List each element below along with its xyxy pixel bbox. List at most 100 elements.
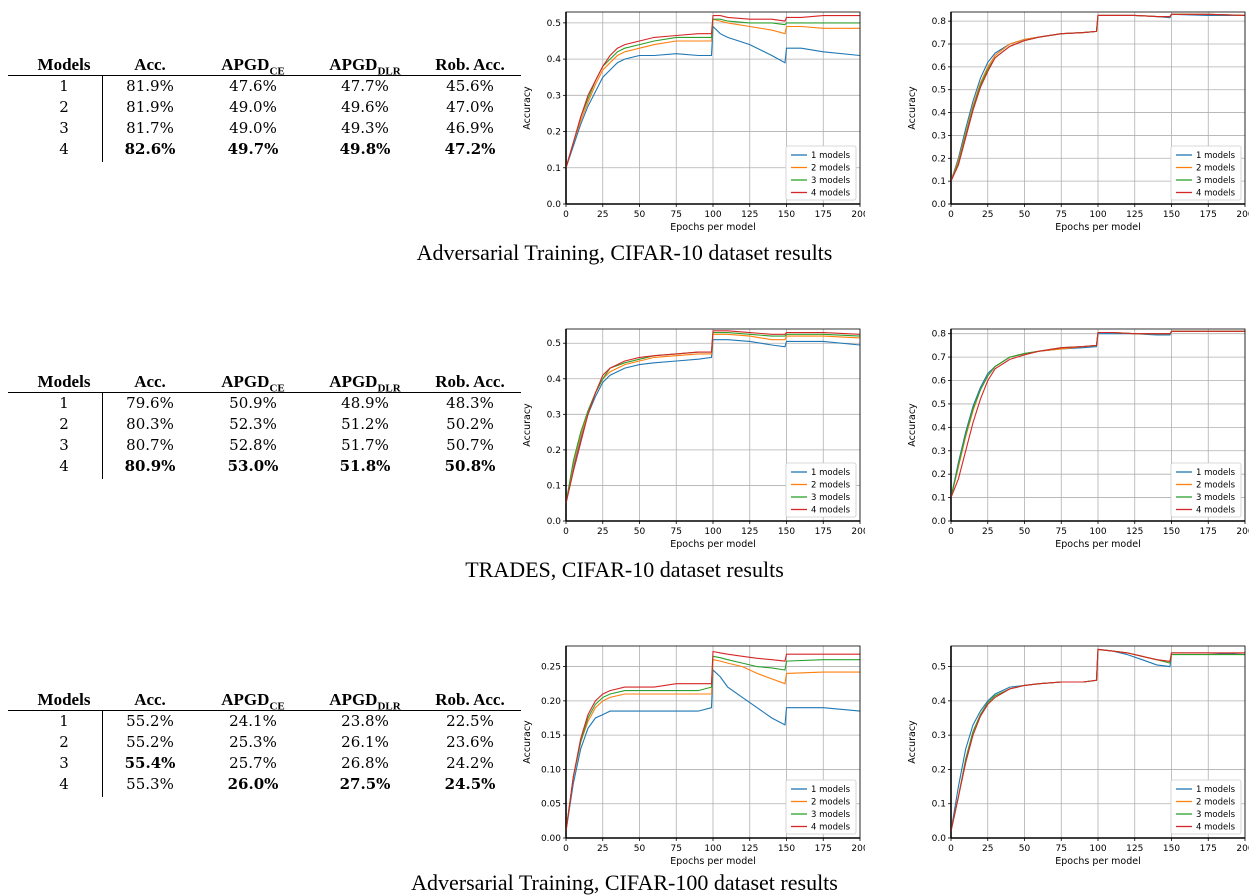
table-cell: 81.9% (126, 77, 174, 95)
table-cell: 55.2% (126, 733, 174, 751)
x-tick-label: 150 (778, 210, 795, 220)
table-header-cell: APGDCE (193, 55, 313, 77)
table-cell: 47.6% (229, 77, 277, 95)
table-header-cell: Models (4, 372, 124, 392)
header-rule (8, 75, 521, 76)
accuracy-chart: 0 25 50 75 100 125 150 175 200 0.0 0.1 0.2 0.3 0.4 0.5… (907, 11, 1249, 233)
table-cell: 2 (59, 98, 69, 116)
y-tick-label: 0.5 (547, 19, 561, 29)
table-cell: 1 (59, 77, 69, 95)
x-tick-label: 200 (851, 844, 865, 854)
y-tick-label: 0.3 (932, 131, 946, 141)
legend-label: 4 models (1196, 506, 1236, 516)
header-text: Acc. (134, 55, 166, 74)
x-tick-label: 125 (1126, 527, 1143, 537)
x-tick-label: 200 (1236, 844, 1249, 854)
table-cell: 49.6% (341, 98, 389, 116)
header-text: APGD (329, 690, 378, 709)
plot-frame (950, 11, 1246, 205)
y-tick-label: 0.8 (932, 17, 947, 27)
legend-label: 4 models (811, 823, 851, 833)
x-tick-label: 150 (1163, 527, 1180, 537)
header-subscript: DLR (377, 700, 401, 713)
x-tick-label: 50 (634, 210, 646, 220)
x-tick-label: 125 (741, 210, 758, 220)
y-tick-label: 0.6 (932, 63, 947, 73)
table-cell: 46.9% (446, 119, 494, 137)
table-cell: 51.7% (341, 436, 389, 454)
table-cell: 81.9% (126, 98, 174, 116)
table-cell: 26.0% (227, 775, 279, 793)
table-cell: 55.4% (124, 754, 176, 772)
legend-label: 2 models (1196, 164, 1236, 174)
series-line-4 (565, 15, 860, 168)
x-tick-label: 25 (597, 844, 608, 854)
y-tick-label: 0.1 (932, 177, 946, 187)
table-cell: 49.0% (229, 119, 277, 137)
table-cell: 24.2% (446, 754, 494, 772)
y-tick-label: 0.3 (547, 91, 561, 101)
y-tick-label: 0.2 (932, 470, 946, 480)
table-cell: 25.3% (229, 733, 277, 751)
y-tick-label: 0.1 (932, 494, 946, 504)
table-cell: 50.9% (229, 394, 277, 412)
y-tick-label: 0.10 (541, 765, 561, 775)
table-cell: 55.2% (126, 712, 174, 730)
table-header-cell: Rob. Acc. (410, 690, 530, 710)
x-tick-label: 25 (597, 527, 608, 537)
x-tick-label: 175 (1200, 210, 1217, 220)
x-tick-label: 175 (815, 844, 832, 854)
header-text: Rob. Acc. (435, 690, 505, 709)
x-tick-label: 200 (1236, 527, 1249, 537)
x-tick-label: 50 (1019, 527, 1031, 537)
series-line-4 (950, 330, 1245, 498)
y-tick-label: 0.4 (932, 423, 947, 433)
legend-label: 2 models (811, 481, 851, 491)
legend-label: 3 models (1196, 810, 1236, 820)
y-tick-label: 0.6 (932, 377, 947, 387)
x-tick-label: 100 (1089, 210, 1106, 220)
x-tick-label: 0 (563, 844, 569, 854)
table-cell: 2 (59, 733, 69, 751)
table-header-cell: APGDCE (193, 690, 313, 712)
table-cell: 4 (59, 140, 69, 158)
legend-box (1170, 145, 1242, 201)
column-rule (102, 393, 103, 479)
table-cell: 24.1% (229, 712, 277, 730)
header-text: Rob. Acc. (435, 372, 505, 391)
y-tick-label: 0.5 (932, 400, 946, 410)
table-cell: 22.5% (446, 712, 494, 730)
legend-label: 4 models (1196, 189, 1236, 199)
table-cell: 52.3% (229, 415, 277, 433)
table-cell: 55.3% (126, 775, 174, 793)
table-cell: 50.7% (446, 436, 494, 454)
plot-frame (565, 645, 861, 839)
table-cell: 53.0% (227, 457, 279, 475)
y-tick-label: 0.0 (547, 517, 562, 527)
x-tick-label: 0 (563, 210, 569, 220)
table-cell: 4 (59, 775, 69, 793)
column-rule (102, 711, 103, 797)
table-header-cell: Rob. Acc. (410, 372, 530, 392)
y-tick-label: 0.2 (547, 128, 561, 138)
y-tick-label: 0.3 (932, 731, 946, 741)
header-rule (8, 392, 521, 393)
series-line-4 (565, 330, 861, 504)
series-line-3 (565, 655, 860, 832)
x-tick-label: 75 (671, 210, 682, 220)
table-cell: 23.8% (341, 712, 389, 730)
x-axis-label: Epochs per model (670, 856, 755, 867)
plot-frame (950, 328, 1246, 522)
y-tick-label: 0.0 (547, 200, 562, 210)
series-line-1 (565, 25, 861, 168)
y-axis-label: Accuracy (522, 86, 533, 130)
x-tick-label: 50 (1019, 844, 1031, 854)
x-tick-label: 125 (1126, 844, 1143, 854)
legend-label: 4 models (811, 189, 851, 199)
y-tick-label: 0.7 (932, 40, 946, 50)
legend-box (1170, 462, 1242, 518)
y-tick-label: 0.2 (932, 154, 946, 164)
section-caption: TRADES, CIFAR-10 dataset results (465, 557, 784, 582)
y-tick-label: 0.4 (932, 697, 947, 707)
y-tick-label: 0.1 (547, 164, 561, 174)
